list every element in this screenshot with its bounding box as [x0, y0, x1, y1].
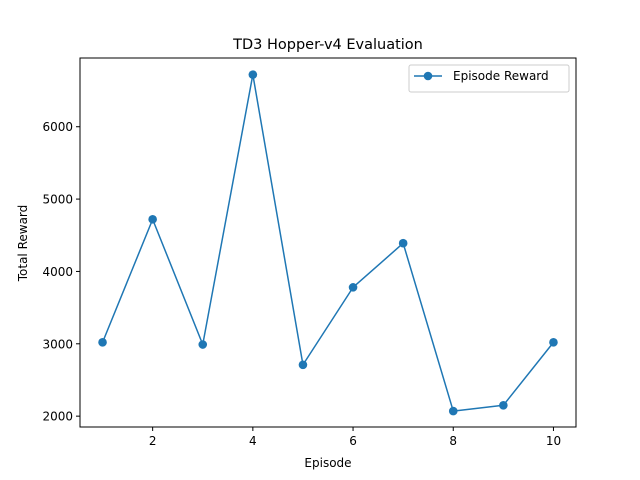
chart-title: TD3 Hopper-v4 Evaluation: [232, 37, 423, 53]
x-tick-label: 2: [149, 434, 157, 448]
y-tick-label: 6000: [42, 120, 73, 134]
x-axis: 2 4 6 8 10: [149, 427, 561, 448]
data-point: [398, 238, 408, 248]
y-tick-label: 5000: [42, 193, 73, 207]
legend: Episode Reward: [408, 64, 570, 93]
data-point: [248, 70, 258, 79]
series-line: [101, 73, 555, 412]
legend-marker: [423, 71, 433, 81]
data-point: [198, 340, 208, 349]
y-tick-label: 3000: [42, 337, 73, 351]
data-point: [448, 406, 458, 416]
series-layer: [98, 70, 558, 416]
data-point: [348, 283, 358, 292]
y-tick-label: 2000: [42, 410, 73, 424]
y-axis-label: Total Reward: [16, 205, 30, 283]
x-tick-label: 8: [449, 434, 457, 448]
x-tick-label: 10: [546, 434, 561, 448]
data-point: [98, 338, 107, 347]
data-point: [148, 215, 157, 224]
y-axis: 2000 3000 4000 5000 6000: [42, 120, 80, 424]
data-point: [549, 338, 558, 347]
data-point: [499, 400, 508, 410]
x-axis-label: Episode: [304, 456, 351, 470]
legend-box: [408, 64, 570, 93]
plot-frame: [79, 57, 577, 428]
legend-label: Episode Reward: [453, 69, 549, 83]
y-tick-label: 4000: [42, 265, 73, 279]
x-tick-label: 6: [349, 434, 357, 448]
x-tick-label: 4: [249, 434, 257, 448]
data-point: [298, 360, 308, 370]
